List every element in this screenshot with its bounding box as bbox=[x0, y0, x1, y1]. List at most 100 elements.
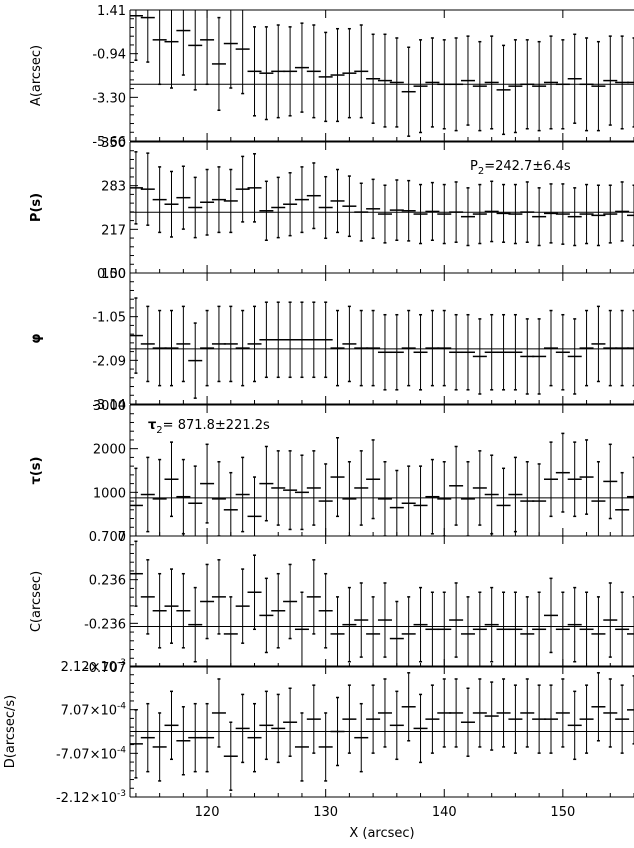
y-tick-label: 1.41 bbox=[97, 4, 126, 19]
data-point bbox=[389, 600, 404, 667]
data-point bbox=[318, 572, 333, 649]
data-layer bbox=[130, 297, 634, 399]
x-tick-label: 120 bbox=[195, 805, 220, 820]
data-point bbox=[140, 305, 155, 383]
data-point bbox=[271, 693, 286, 764]
data-point bbox=[176, 165, 191, 230]
y-tick-label: 150 bbox=[101, 267, 126, 282]
data-point bbox=[496, 467, 511, 536]
data-point bbox=[152, 10, 167, 86]
data-point bbox=[366, 309, 381, 387]
data-point bbox=[164, 309, 179, 387]
data-point bbox=[496, 183, 511, 243]
panel-1: 1.41 -0.94 -3.30 -5.66 A(arcsec) bbox=[29, 4, 634, 150]
data-point bbox=[223, 10, 238, 89]
data-point bbox=[603, 443, 618, 520]
data-point bbox=[140, 702, 155, 773]
data-point bbox=[449, 678, 464, 748]
data-point bbox=[425, 181, 440, 241]
data-point bbox=[591, 184, 606, 247]
data-point bbox=[152, 166, 167, 234]
data-point bbox=[247, 305, 262, 383]
data-point bbox=[235, 10, 250, 95]
data-point bbox=[627, 184, 634, 247]
data-point bbox=[271, 176, 286, 239]
data-point bbox=[271, 301, 286, 379]
y-axis-title: D(arcsec/s) bbox=[3, 695, 18, 768]
data-point bbox=[318, 31, 333, 123]
y-tick-exponent: -3 bbox=[117, 789, 126, 799]
data-point bbox=[508, 591, 523, 667]
data-point bbox=[223, 721, 238, 791]
y-tick-label: -0.236 bbox=[84, 617, 126, 632]
data-point bbox=[235, 309, 250, 387]
y-tick-label: -3.14 bbox=[92, 398, 126, 413]
y-tick-label: -2.12×10-3 bbox=[56, 789, 126, 806]
y-axis-title: C(arcsec) bbox=[29, 571, 44, 632]
data-point bbox=[294, 454, 309, 531]
data-point bbox=[508, 39, 523, 134]
data-point bbox=[449, 445, 464, 526]
data-point bbox=[140, 10, 155, 63]
data-point bbox=[176, 305, 191, 383]
data-point bbox=[437, 461, 452, 536]
data-point bbox=[306, 24, 321, 119]
data-point bbox=[235, 456, 250, 533]
data-point bbox=[437, 591, 452, 667]
data-point bbox=[211, 166, 226, 234]
data-point bbox=[294, 712, 309, 782]
data-point bbox=[555, 591, 570, 667]
data-point bbox=[484, 586, 499, 663]
data-point bbox=[449, 37, 464, 132]
y-tick-label: -0.707 bbox=[84, 661, 126, 676]
data-point bbox=[130, 10, 143, 61]
data-point bbox=[401, 465, 416, 536]
data-point bbox=[413, 183, 428, 245]
data-point bbox=[603, 678, 618, 748]
data-point bbox=[603, 35, 618, 126]
annotation-symbol: P bbox=[470, 159, 478, 174]
data-point bbox=[520, 678, 535, 748]
data-point bbox=[342, 305, 357, 383]
data-point bbox=[472, 591, 487, 667]
y-tick-label: 7.07×10-4 bbox=[61, 702, 127, 719]
data-point bbox=[330, 437, 345, 518]
y-tick-label: 2.12×10-3 bbox=[61, 658, 126, 675]
panel-6: 2.12×10-3 7.07×10-4 -7.07×10-4 -2.12×10-3 D(… bbox=[3, 658, 634, 806]
data-point bbox=[342, 27, 357, 119]
data-point bbox=[354, 702, 369, 773]
data-point bbox=[366, 684, 381, 754]
data-point bbox=[603, 184, 618, 244]
annotation-value: = 871.8±221.2s bbox=[163, 418, 270, 433]
data-point bbox=[484, 313, 499, 391]
data-point bbox=[567, 33, 582, 124]
data-point bbox=[130, 151, 143, 225]
data-point bbox=[425, 309, 440, 387]
data-point bbox=[152, 712, 167, 782]
data-point bbox=[211, 678, 226, 748]
data-point bbox=[615, 35, 630, 130]
data-layer bbox=[130, 151, 634, 247]
data-point bbox=[140, 152, 155, 226]
data-point bbox=[591, 305, 606, 383]
chart-panels: 1.41 -0.94 -3.30 -5.66 A(arcsec) 350 283 217 150… bbox=[3, 4, 634, 820]
data-point bbox=[164, 170, 179, 238]
data-point bbox=[615, 181, 630, 242]
data-point bbox=[543, 183, 558, 244]
data-point bbox=[354, 309, 369, 387]
data-point bbox=[283, 450, 298, 531]
data-point bbox=[615, 591, 630, 667]
data-point bbox=[627, 675, 634, 745]
data-point bbox=[484, 35, 499, 130]
data-point bbox=[223, 168, 238, 234]
data-point bbox=[377, 582, 392, 658]
panel-2: 350 283 217 150 P(s) P2=242.7±6.4s bbox=[29, 136, 634, 282]
data-point bbox=[472, 40, 487, 132]
data-point bbox=[532, 591, 547, 667]
data-point bbox=[425, 684, 440, 754]
y-tick-label: -5.66 bbox=[92, 135, 126, 150]
x-axis-label: X (arcsec) bbox=[349, 826, 414, 841]
data-point bbox=[283, 301, 298, 379]
data-point bbox=[188, 586, 203, 663]
data-point bbox=[591, 40, 606, 132]
